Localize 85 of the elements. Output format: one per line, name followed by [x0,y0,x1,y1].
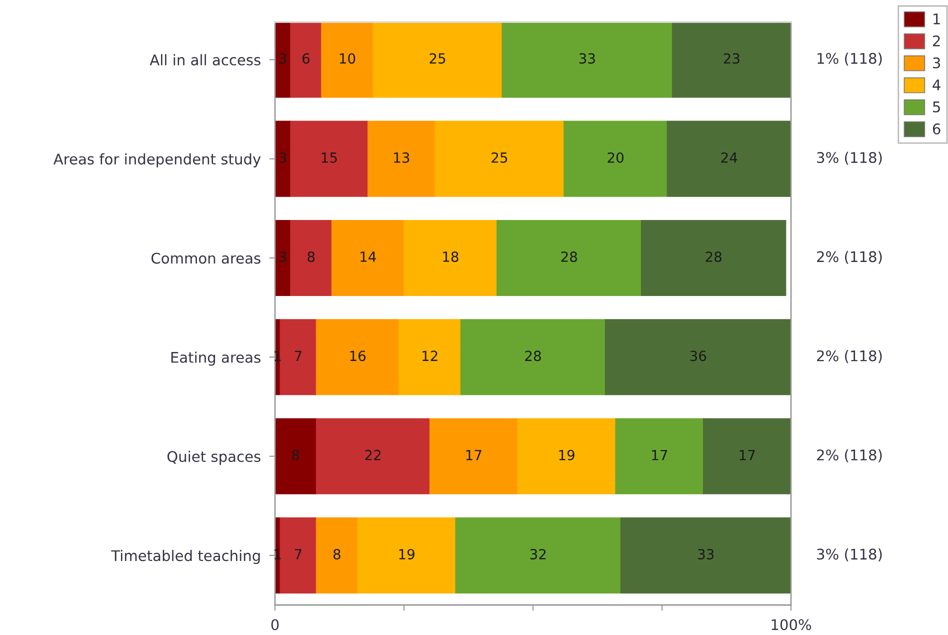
bar [290,220,332,296]
y-tick-label: Timetabled teaching [111,550,260,564]
bar [368,120,436,197]
data-label: 33 [698,548,714,560]
data-label: 10 [340,53,356,64]
data-label: 8 [333,548,340,560]
data-label: 28 [525,350,541,362]
data-label: 25 [492,152,508,163]
bar [331,220,404,296]
data-label: 23 [724,53,740,64]
text: 2% (118) [817,250,882,264]
y-tick-label: Areas for independent study [53,153,261,168]
bar [434,120,564,197]
data-label: 24 [721,152,738,163]
text: 3% (118) [817,152,882,165]
bar [517,418,616,494]
bar [702,418,791,494]
y-tick-label: All in all access [150,54,260,66]
data-label: 3 [279,252,286,262]
x-tick-label: 0 [271,619,279,630]
legend-label: 1 [934,14,940,24]
bar [429,418,518,494]
bar [316,418,430,494]
bar [455,517,622,594]
data-label: 20 [608,152,624,163]
data-label: 22 [365,450,380,460]
bar [502,22,673,98]
data-label: 13 [394,152,410,163]
data-label: 7 [294,549,302,560]
data-label: 32 [530,548,546,560]
data-label: 3 [279,152,286,163]
legend-label: 2 [933,35,940,46]
bar [357,517,456,594]
x-tick-label: 100% [772,619,812,630]
bar [496,220,642,296]
text: 2% (118) [817,449,882,462]
data-label: 15 [322,152,337,163]
text: 3% (118) [817,548,882,562]
text: 1% (118) [818,52,882,66]
bar [316,517,358,594]
data-label: 12 [422,350,438,361]
y-tick-label: Quiet spaces [167,450,260,465]
y-tick-label: Eating areas [171,352,260,366]
data-label: 25 [430,53,446,64]
data-label: 17 [466,450,482,460]
bar [641,220,786,296]
bar [672,22,791,98]
data-label: 7 [294,350,302,361]
bar [321,22,374,98]
data-label: 36 [690,350,706,362]
bar [372,22,502,98]
data-label: 14 [360,252,376,262]
data-label: 33 [579,53,595,64]
bar [290,22,322,98]
data-label: 18 [443,252,458,262]
y-tick-label: Common areas [152,252,260,264]
bar [280,319,317,396]
bar [666,120,791,197]
bar [620,517,791,594]
bar [404,220,498,296]
bar [316,319,400,396]
legend-label: 3 [933,57,940,68]
data-label: 8 [292,450,300,460]
legend-label: 6 [932,123,940,134]
data-label: 3 [279,53,286,64]
bar [280,517,317,594]
data-label: 17 [740,450,755,460]
data-label: 19 [399,548,414,560]
text: 2% (118) [817,350,882,364]
data-label: 19 [559,450,574,460]
legend-label: 4 [932,80,940,90]
bar [564,120,668,197]
bar [615,418,704,494]
bar [275,418,317,494]
data-label: 8 [308,252,315,262]
data-label: 16 [350,350,366,362]
data-label: 28 [561,252,578,262]
bar [290,120,368,197]
bar [460,319,606,396]
bar [398,319,462,396]
legend-label: 5 [933,102,940,112]
data-label: 6 [302,53,310,64]
data-label: 17 [652,450,668,460]
bar [604,319,791,396]
data-label: 28 [706,252,722,262]
